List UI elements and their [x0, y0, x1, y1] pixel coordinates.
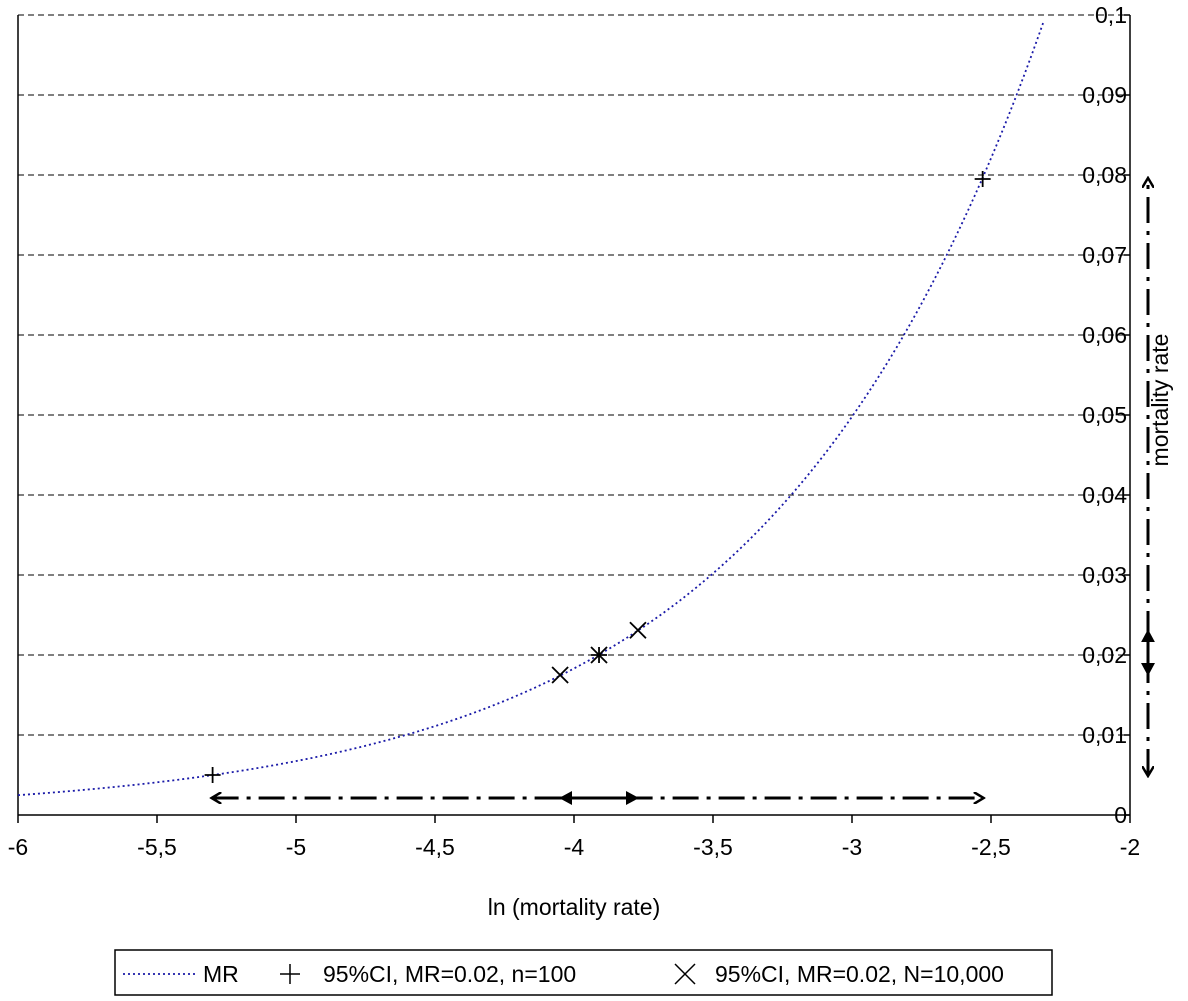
x-axis-label: ln (mortality rate): [488, 894, 661, 920]
x-tick-label: -2,5: [971, 834, 1011, 860]
series-mr-line: [17, 22, 1045, 797]
y-tick-label: 0,09: [1082, 82, 1127, 108]
legend-swatch-x-b: [674, 963, 696, 985]
axis-labels: ln (mortality rate) mortality rate: [488, 334, 1173, 920]
x-tick-label: -4: [564, 834, 585, 860]
legend-label-n10000: 95%CI, MR=0.02, N=10,000: [715, 961, 1004, 987]
legend-box: [114, 949, 1053, 996]
gridlines: [18, 14, 1130, 736]
x-tick-label: -5,5: [137, 834, 177, 860]
marker-x-b: [551, 666, 569, 684]
x-tick-label: -3,5: [693, 834, 733, 860]
y-tick-label: 0,04: [1082, 482, 1127, 508]
x-tick-label: -6: [8, 834, 28, 860]
confidence-interval-arrows: [213, 179, 1155, 805]
marker-x: [590, 646, 608, 664]
marker-plus: [974, 171, 991, 187]
x-tick-label: -2: [1120, 834, 1140, 860]
x-tick-label: -3: [842, 834, 862, 860]
x-tick-label: -4,5: [415, 834, 455, 860]
y-tick-label: 0,01: [1082, 722, 1127, 748]
x-tick-label: -5: [286, 834, 306, 860]
y-tick-label: 0,03: [1082, 562, 1127, 588]
legend: MR 95%CI, MR=0.02, n=100 95%CI, MR=0.02, N…: [114, 949, 1053, 996]
y-tick-label: 0,1: [1095, 2, 1127, 28]
marker-x: [629, 621, 647, 639]
y-tick-label: 0,06: [1082, 322, 1127, 348]
legend-label-mr: MR: [203, 961, 239, 987]
axes: -6 -5,5 -5 -4,5 -4 -3,5 -3 -2,5 -2 0 0,01 0,02 0,03 0…: [8, 2, 1140, 860]
y-tick-label: 0,05: [1082, 402, 1127, 428]
series: [17, 22, 1045, 797]
y-tick-label: 0,07: [1082, 242, 1127, 268]
y-axis-label: mortality rate: [1147, 334, 1173, 467]
legend-label-n100: 95%CI, MR=0.02, n=100: [323, 961, 576, 987]
marker-plus: [204, 767, 221, 783]
marker-x-b: [629, 621, 647, 639]
y-tick-label: 0,02: [1082, 642, 1127, 668]
y-tick-label: 0,08: [1082, 162, 1127, 188]
marker-x: [551, 666, 569, 684]
y-tick-label: 0: [1114, 802, 1127, 828]
marker-x-b: [590, 646, 608, 664]
